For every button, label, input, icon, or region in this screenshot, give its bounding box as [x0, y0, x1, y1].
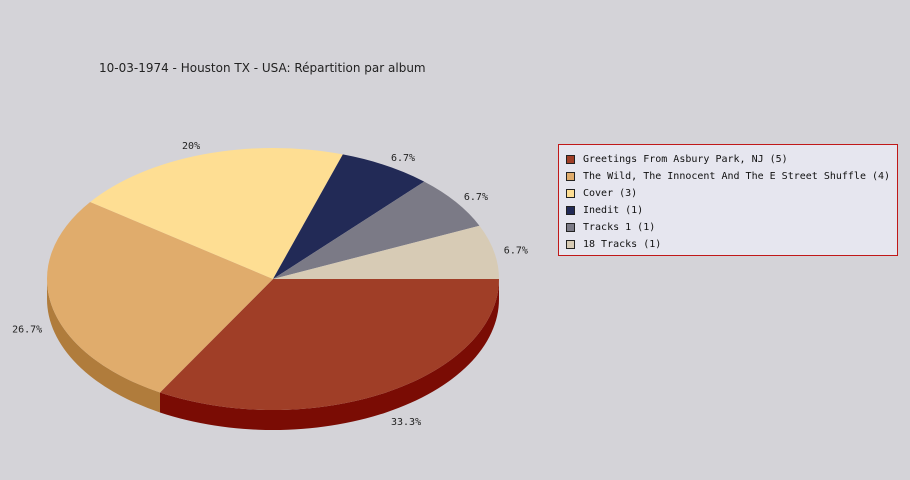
pie-slices — [46, 148, 499, 411]
pie-slice — [90, 148, 343, 279]
legend-swatch — [566, 172, 575, 181]
legend: Greetings From Asbury Park, NJ (5) The W… — [558, 144, 898, 256]
pie-percent-label: 33.3% — [391, 417, 421, 428]
pie-depth — [47, 279, 499, 430]
legend-swatch — [566, 189, 575, 198]
legend-swatch — [566, 206, 575, 215]
pie-slice — [273, 154, 425, 279]
legend-item: Inedit (1) — [566, 202, 897, 219]
pie-slice — [273, 225, 499, 279]
chart-title: 10-03-1974 - Houston TX - USA: Répartiti… — [99, 61, 426, 75]
legend-label: Inedit (1) — [583, 205, 644, 216]
legend-item: The Wild, The Innocent And The E Street … — [566, 168, 897, 185]
pie-percent-label: 6.7% — [391, 153, 415, 164]
pie-slice-side — [47, 279, 160, 413]
legend-label: Cover (3) — [583, 188, 638, 199]
pie-percent-label: 20% — [182, 141, 200, 152]
legend-label: 18 Tracks (1) — [583, 239, 662, 250]
legend-item: Tracks 1 (1) — [566, 219, 897, 236]
pie-labels: 33.3% 26.7% 20% 6.7% 6.7% 6.7% — [12, 141, 528, 428]
legend-swatch — [566, 155, 575, 164]
legend-swatch — [566, 223, 575, 232]
legend-item: Greetings From Asbury Park, NJ (5) — [566, 151, 897, 168]
pie-percent-label: 6.7% — [464, 192, 488, 203]
legend-item: Cover (3) — [566, 185, 897, 202]
pie-slice — [46, 202, 273, 393]
legend-item: 18 Tracks (1) — [566, 236, 897, 253]
legend-label: Greetings From Asbury Park, NJ (5) — [583, 154, 788, 165]
legend-label: The Wild, The Innocent And The E Street … — [583, 171, 891, 182]
pie-slice — [273, 181, 480, 279]
pie-percent-label: 6.7% — [504, 246, 528, 257]
pie-slice-side — [160, 279, 499, 430]
pie-slice — [160, 279, 499, 411]
legend-label: Tracks 1 (1) — [583, 222, 656, 233]
legend-swatch — [566, 240, 575, 249]
pie-percent-label: 26.7% — [12, 324, 42, 335]
